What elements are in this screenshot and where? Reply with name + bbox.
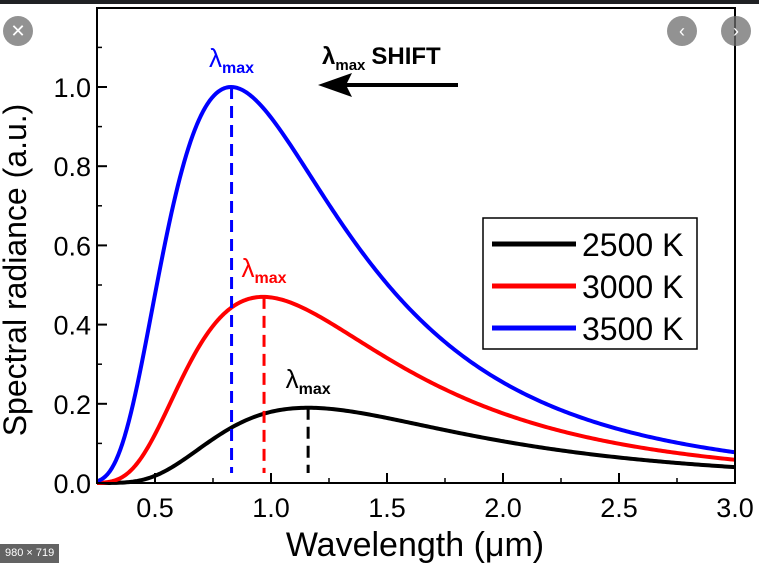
peak-label-3000: λmax (242, 253, 287, 287)
y-tick-label: 0.8 (53, 152, 91, 182)
legend-label-2500: 2500 K (582, 227, 683, 263)
y-axis-label: Spectral radiance (a.u.) (0, 104, 33, 437)
x-tick-label: 1.0 (252, 493, 290, 523)
image-size-badge: 980 × 719 (0, 544, 60, 563)
close-icon[interactable]: ✕ (3, 16, 33, 46)
x-tick-label: 1.5 (368, 493, 406, 523)
peak-label-2500: λmax (286, 364, 331, 398)
legend: 2500 K 3000 K 3500 K (482, 217, 698, 350)
x-tick-label: 0.5 (136, 493, 174, 523)
x-tick-label: 2.5 (600, 493, 638, 523)
x-axis-ticks: 0.5 1.0 1.5 2.0 2.5 3.0 (96, 473, 754, 523)
shift-subscript: max (335, 57, 366, 74)
peak-markers: λmax λmax λmax (209, 43, 331, 473)
y-tick-label: 1.0 (53, 73, 91, 103)
legend-label-3000: 3000 K (582, 269, 683, 305)
x-tick-label: 2.0 (484, 493, 522, 523)
peak-label-3500: λmax (209, 43, 254, 77)
y-tick-label: 0.0 (53, 469, 91, 499)
shift-lambda: λ (322, 43, 335, 70)
series-line-3500 (96, 85, 736, 484)
series-lines (96, 85, 736, 485)
shift-text: SHIFT (371, 43, 441, 70)
chevron-left-icon[interactable]: ‹ (667, 16, 697, 46)
y-axis-ticks: 0.0 0.2 0.4 0.6 0.8 1.0 (53, 46, 107, 499)
chevron-right-icon[interactable]: › (721, 16, 751, 46)
y-tick-label: 0.4 (53, 311, 91, 341)
series-line-2500 (97, 405, 736, 485)
shift-arrow-head (318, 73, 352, 97)
legend-label-3500: 3500 K (582, 311, 683, 347)
viewer-top-bar (0, 0, 759, 4)
shift-annotation: λmax SHIFT (318, 43, 458, 97)
y-tick-label: 0.6 (53, 231, 91, 261)
y-tick-label: 0.2 (53, 390, 91, 420)
x-tick-label: 3.0 (716, 493, 754, 523)
series-line-3000 (96, 294, 736, 485)
x-axis-label: Wavelength (μm) (286, 526, 544, 564)
